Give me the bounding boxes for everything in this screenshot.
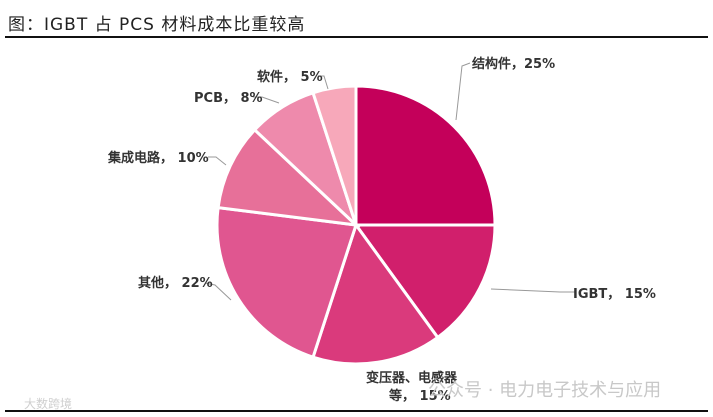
label-ic: 集成电路， 10% — [108, 151, 209, 166]
label-other: 其他， 22% — [138, 276, 213, 291]
bottom-divider — [5, 410, 708, 412]
label-igbt: IGBT， 15% — [573, 287, 656, 302]
leader-lines — [204, 62, 575, 301]
top-divider — [5, 36, 708, 38]
wechat-watermark: 公众号 · 电力电子技术与应用 — [428, 380, 662, 401]
label-transformer-line1: 变压器、电感器 — [366, 371, 458, 386]
page-title: 图：IGBT 占 PCS 材料成本比重较高 — [8, 15, 306, 35]
pie-slice — [311, 84, 358, 226]
label-pcb: PCB， 8% — [194, 91, 263, 106]
brand-watermark: 大数跨境 — [24, 397, 73, 411]
pie-slice — [353, 223, 497, 340]
pie-slice — [311, 221, 440, 366]
label-structural-parts: 结构件，25% — [472, 57, 556, 72]
pie-slice — [354, 84, 497, 227]
label-software: 软件， 5% — [257, 70, 323, 85]
label-transformer-line2: 等， 15% — [389, 389, 451, 404]
pie-slice — [215, 205, 358, 360]
pie-slices — [215, 84, 497, 366]
pie-slice — [216, 127, 361, 228]
